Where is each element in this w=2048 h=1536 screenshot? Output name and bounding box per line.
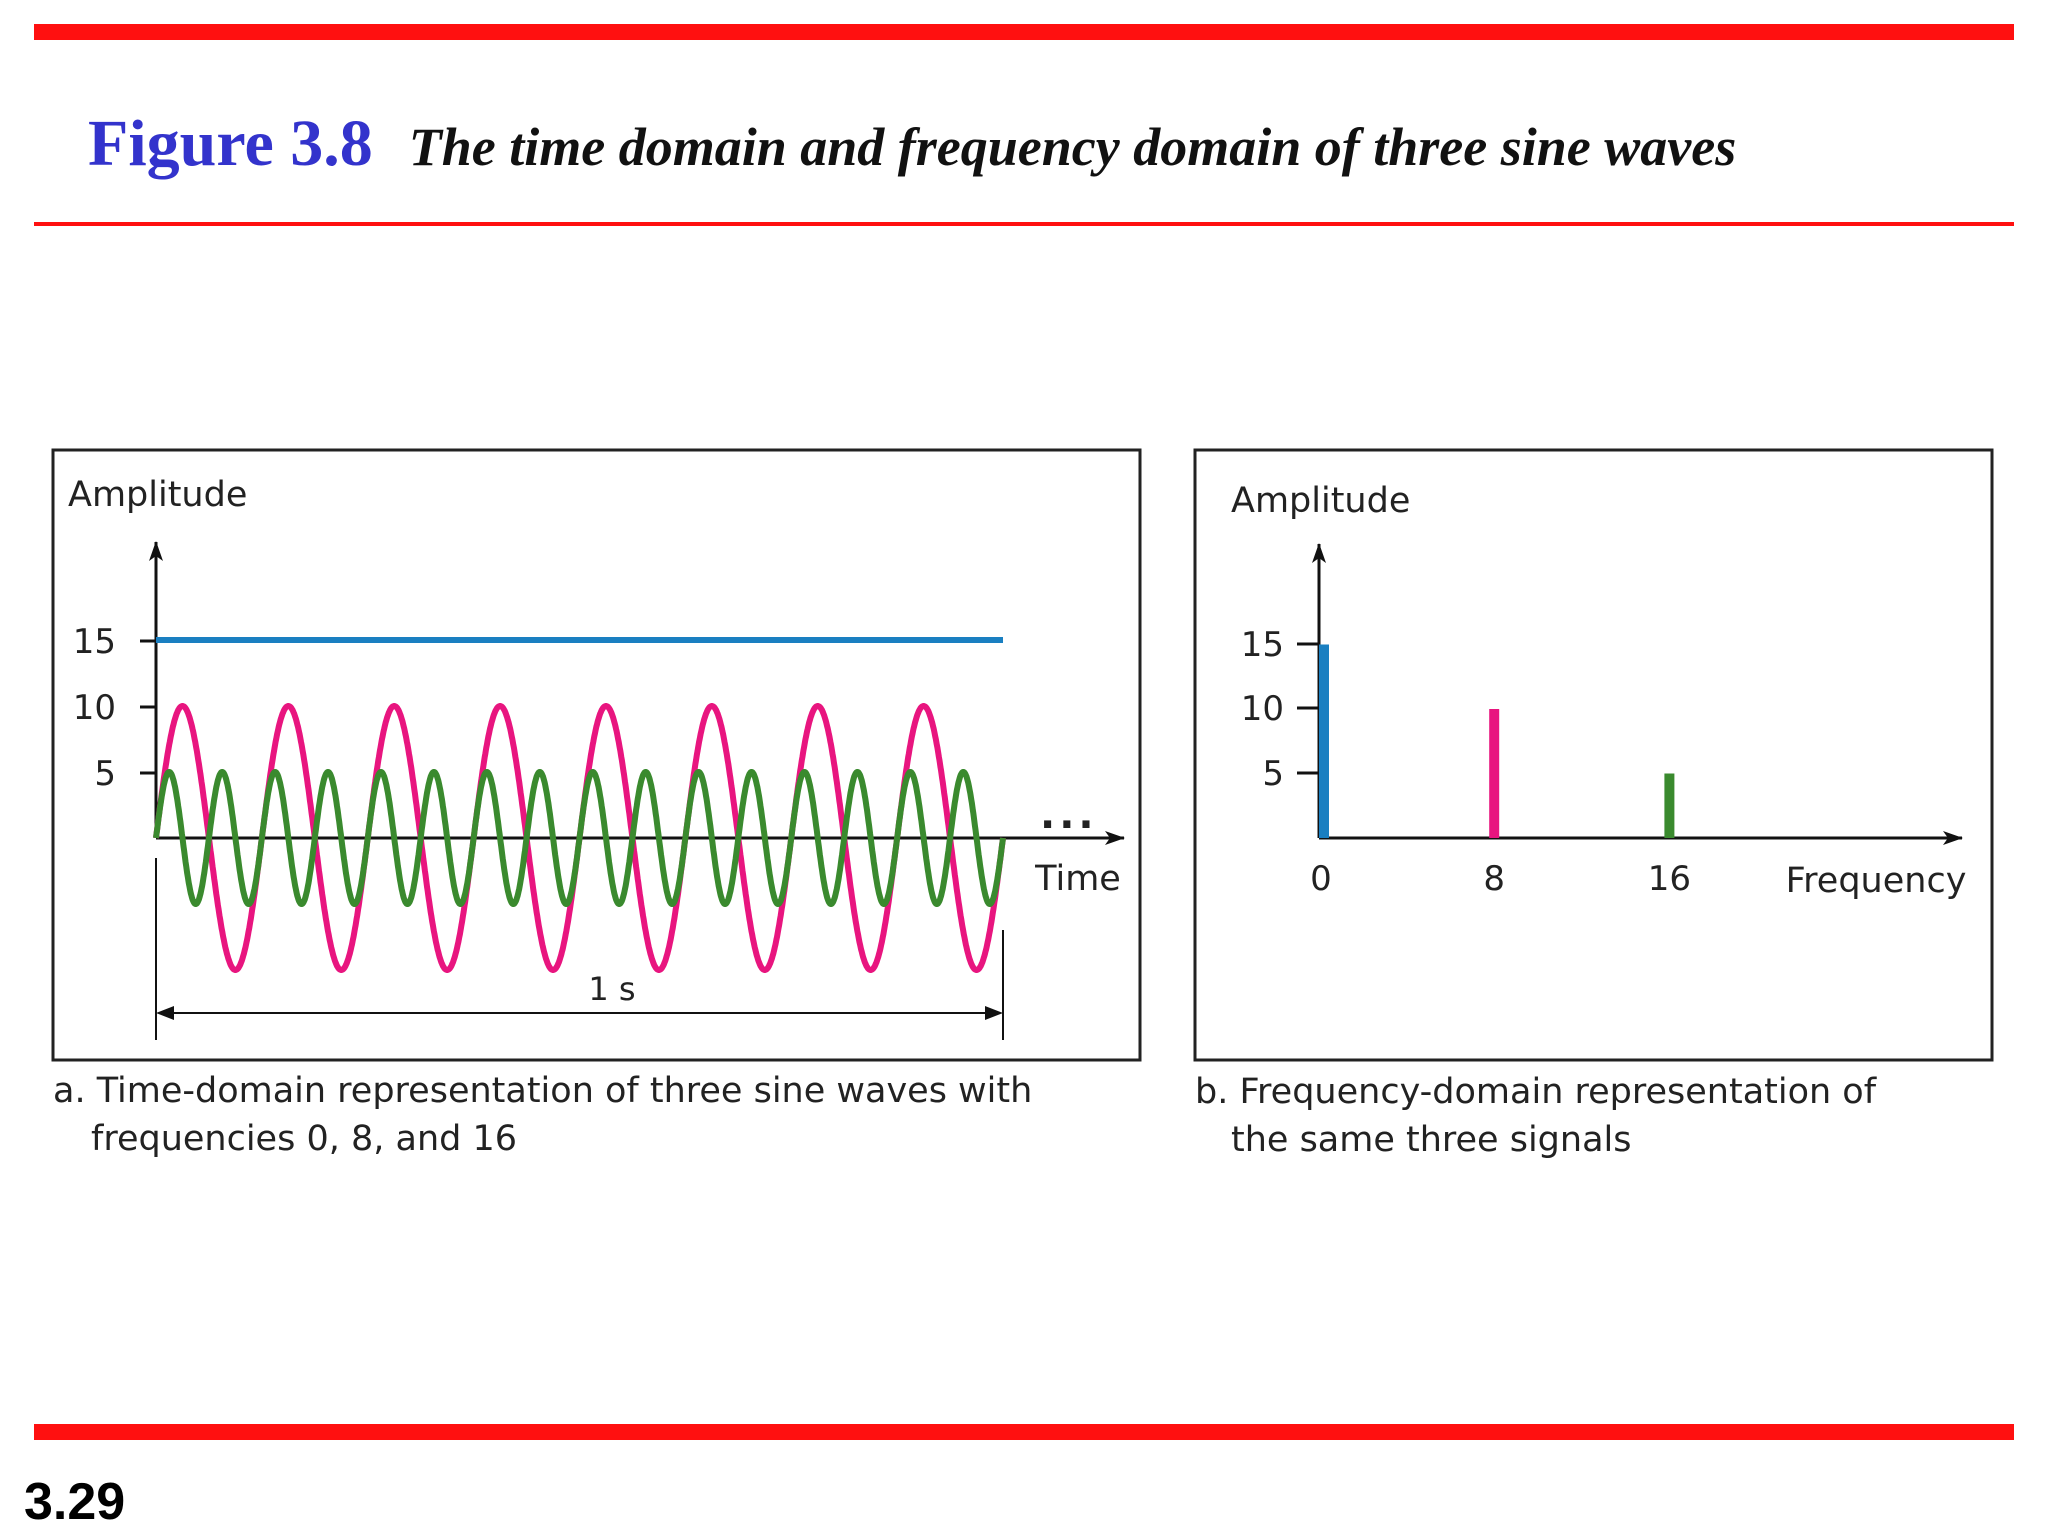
freq-tick-label-16: 16: [1648, 859, 1691, 899]
frequency-axis-label: Frequency: [1786, 861, 1967, 901]
time-series-group: [153, 637, 1006, 973]
freq-bars-group: 0 8 16: [1310, 644, 1691, 899]
freq-amplitude-label: Amplitude: [1231, 481, 1410, 521]
freq-tick-label-10: 10: [1241, 689, 1284, 729]
figure-heading: Figure 3.8 The time domain and frequency …: [88, 106, 1736, 182]
freq-bar-16: [1664, 773, 1675, 838]
duration-label: 1 s: [588, 970, 635, 1008]
time-domain-frame: [51, 448, 1142, 1062]
duration-arrow-right-head: [985, 1006, 1003, 1020]
caption-a-line2: frequencies 0, 8, and 16: [91, 1119, 517, 1159]
caption-b-line1: b. Frequency-domain representation of: [1195, 1072, 1877, 1112]
freq-tick-label-15: 15: [1241, 625, 1284, 665]
caption-a-line1: a. Time-domain representation of three s…: [53, 1071, 1033, 1111]
bottom-red-rule: [34, 1424, 2014, 1440]
freq-tick-label-8: 8: [1483, 859, 1505, 899]
title-underline-rule: [34, 222, 2014, 226]
duration-arrow-left-head: [156, 1006, 174, 1020]
time-tick-label-15: 15: [73, 622, 116, 662]
figure-number: Figure 3.8: [88, 107, 373, 180]
top-red-rule: [34, 24, 2014, 40]
caption-a: a. Time-domain representation of three s…: [53, 1067, 1032, 1163]
time-series-f16: [153, 769, 1006, 907]
time-tick-label-10: 10: [73, 688, 116, 728]
figure-title: The time domain and frequency domain of …: [408, 117, 1737, 177]
frequency-domain-panel: Amplitude 15 10 5 0 8 16 Frequency: [1193, 448, 1994, 1062]
time-domain-panel: Amplitude 15 10 5 ... Time 1 s: [51, 448, 1142, 1062]
caption-b-line2: the same three signals: [1231, 1120, 1632, 1160]
freq-tick-label-0: 0: [1310, 859, 1332, 899]
freq-bar-8: [1489, 709, 1500, 838]
slide-number: 3.29: [24, 1473, 126, 1531]
time-amplitude-label: Amplitude: [68, 475, 247, 515]
frequency-domain-frame: [1193, 448, 1994, 1062]
time-tick-label-5: 5: [94, 754, 116, 794]
freq-tick-label-5: 5: [1262, 754, 1284, 794]
caption-b: b. Frequency-domain representation of th…: [1195, 1068, 1876, 1164]
continuation-dots: ...: [1040, 792, 1098, 838]
freq-bar-0: [1319, 644, 1329, 838]
time-axis-label: Time: [1034, 859, 1121, 899]
